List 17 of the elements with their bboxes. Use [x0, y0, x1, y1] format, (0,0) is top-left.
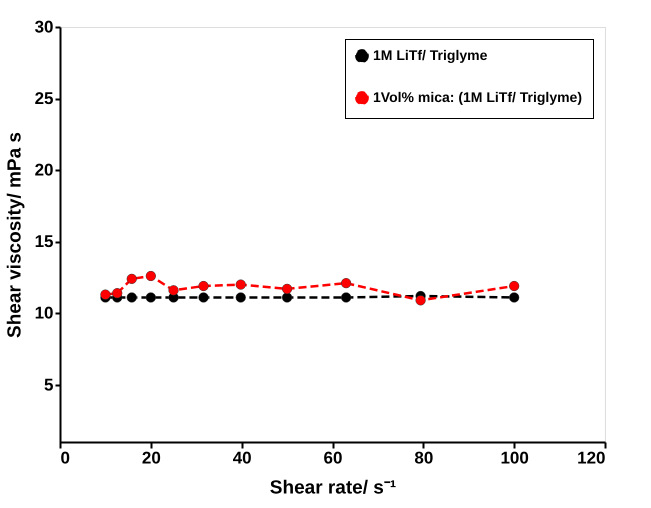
- x-tick-label: 20: [142, 448, 161, 468]
- x-tick-label: 40: [232, 448, 252, 468]
- legend-label: 1Vol% mica: (1M LiTf/ Triglyme): [373, 89, 582, 105]
- x-axis-title: Shear rate/ s⁻¹: [270, 478, 396, 498]
- y-tick-label: 30: [34, 18, 54, 36]
- y-tick-label: 25: [34, 89, 54, 108]
- y-tick-label: 5: [44, 375, 54, 394]
- x-tick-label: 0: [60, 448, 70, 468]
- y-tick-label: 20: [34, 160, 54, 180]
- x-tick-label: 80: [414, 448, 434, 468]
- x-tick-label: 100: [500, 448, 529, 468]
- y-tick-label: 10: [34, 304, 54, 323]
- legend-label: 1M LiTf/ Triglyme: [373, 47, 488, 63]
- y-axis-title: Shear viscosity/ mPa s: [4, 132, 26, 338]
- x-tick-label: 120: [577, 448, 606, 468]
- y-tick-label: 15: [34, 232, 54, 252]
- x-tick-label: 60: [324, 448, 342, 468]
